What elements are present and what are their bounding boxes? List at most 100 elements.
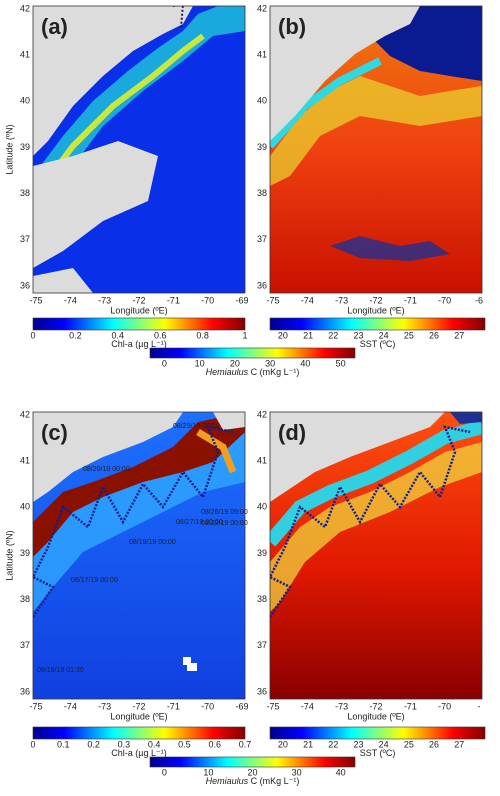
- colorbar-tick-label: 26: [429, 739, 439, 749]
- colorbar-tick-label: 22: [328, 330, 338, 340]
- x-tick-label: -70: [201, 295, 214, 305]
- colorbar-label-text: SST (ºC): [360, 339, 396, 349]
- x-tick-label: -74: [301, 701, 314, 711]
- y-tick-label: 42: [20, 3, 30, 13]
- x-tick-label: -73: [98, 295, 111, 305]
- x-axis-label: Longitude (ºE): [110, 711, 167, 721]
- colorbar-tick-label: 0.8: [196, 330, 209, 340]
- x-axis-label: Longitude (ºE): [347, 711, 404, 721]
- y-axis-label: Latitude (ºN): [4, 530, 14, 580]
- colorbar-tick-label: 0: [162, 767, 167, 777]
- colorbar-label-text: C (mKg L⁻¹): [251, 776, 300, 786]
- colorbar-tick-label: 40: [300, 358, 310, 368]
- y-tick-label: 41: [20, 456, 30, 466]
- x-axis-label: Longitude (ºE): [347, 305, 404, 315]
- colorbar-label: Hemiaulus C (mKg L⁻¹): [206, 776, 300, 786]
- x-tick-label: -72: [132, 701, 145, 711]
- panel-frame: [269, 5, 483, 294]
- x-tick-label: -70: [438, 701, 451, 711]
- colorbar-label-italic: Hemiaulus: [206, 367, 249, 377]
- colorbar-label-text: Chl-a (µg L⁻¹): [111, 339, 166, 349]
- track-annotation: 08/27/19 00:00: [176, 519, 223, 526]
- y-tick-label: 38: [257, 188, 267, 198]
- x-tick-label: -75: [29, 701, 42, 711]
- colorbar-tick-label: 0.4: [148, 739, 161, 749]
- colorbar-tick-label: 24: [379, 330, 389, 340]
- map-d: [270, 412, 482, 699]
- colorbar-label-italic: Hemiaulus: [206, 776, 249, 786]
- x-tick-label: -71: [404, 295, 417, 305]
- track-annotation: 08/22/19 00:00: [201, 520, 248, 527]
- x-tick-label: -71: [167, 295, 180, 305]
- panel-label: (b): [278, 14, 306, 39]
- colorbar-tick-label: 21: [303, 330, 313, 340]
- y-tick-label: 37: [257, 640, 267, 650]
- colorbar-tick-label: 0.1: [57, 739, 70, 749]
- colorbar-tick-label: 1: [242, 330, 247, 340]
- y-tick-label: 40: [20, 96, 30, 106]
- colorbar-tick-label: 22: [328, 739, 338, 749]
- colorbar-tick-label: 0: [30, 330, 35, 340]
- y-tick-label: 37: [257, 234, 267, 244]
- x-tick-label: -74: [301, 295, 314, 305]
- colorbar-tick-label: 0: [30, 739, 35, 749]
- colorbar-label-text: Chl-a (µg L⁻¹): [111, 748, 166, 758]
- panel-label: (c): [41, 420, 68, 445]
- y-tick-label: 38: [20, 594, 30, 604]
- y-tick-label: 41: [20, 50, 30, 60]
- y-tick-label: 42: [257, 409, 267, 419]
- x-tick-label: -73: [98, 701, 111, 711]
- colorbar-tick-label: 23: [353, 739, 363, 749]
- x-tick-label: -: [478, 701, 481, 711]
- panel-frame: [32, 5, 246, 294]
- x-tick-label: -75: [266, 295, 279, 305]
- x-tick-label: -73: [335, 701, 348, 711]
- panel-label: (a): [41, 14, 68, 39]
- map-a: [33, 6, 245, 293]
- colorbar-tick-label: 10: [195, 358, 205, 368]
- colorbar: [149, 756, 356, 768]
- colorbar-tick-label: 21: [303, 739, 313, 749]
- colorbar: [32, 317, 246, 331]
- colorbar-tick-label: 30: [292, 767, 302, 777]
- y-tick-label: 39: [257, 142, 267, 152]
- colorbar-label-text: SST (ºC): [360, 748, 396, 758]
- x-tick-label: -69: [235, 701, 248, 711]
- colorbar: [269, 317, 486, 331]
- y-tick-label: 36: [20, 686, 30, 696]
- y-tick-label: 42: [257, 3, 267, 13]
- colorbar: [269, 726, 486, 740]
- track-annotation: 08/17/19 00:00: [71, 577, 118, 584]
- colorbar-tick-label: 0.6: [208, 739, 221, 749]
- colorbar-tick-label: 20: [247, 767, 257, 777]
- colorbar-tick-label: 0.4: [112, 330, 125, 340]
- colorbar-tick-label: 50: [336, 358, 346, 368]
- y-tick-label: 37: [20, 234, 30, 244]
- colorbar-label: Hemiaulus C (mKg L⁻¹): [206, 367, 300, 377]
- colorbar-tick-label: 24: [379, 739, 389, 749]
- colorbar-tick-label: 23: [353, 330, 363, 340]
- x-tick-label: -75: [29, 295, 42, 305]
- colorbar-tick-label: 0: [162, 358, 167, 368]
- track-annotation: 08/29/19 00:00: [173, 423, 220, 430]
- colorbar-tick-label: 27: [454, 330, 464, 340]
- colorbar-tick-label: 25: [404, 330, 414, 340]
- y-tick-label: 40: [257, 96, 267, 106]
- colorbar-tick-label: 20: [230, 358, 240, 368]
- colorbar-tick-label: 0.7: [239, 739, 252, 749]
- y-tick-label: 39: [20, 142, 30, 152]
- x-tick-label: -70: [201, 701, 214, 711]
- x-tick-label: -6: [475, 295, 483, 305]
- colorbar: [32, 726, 246, 740]
- x-tick-label: -74: [64, 701, 77, 711]
- colorbar-tick-label: 20: [278, 739, 288, 749]
- y-tick-label: 42: [20, 409, 30, 419]
- colorbar-tick-label: 26: [429, 330, 439, 340]
- x-tick-label: -71: [167, 701, 180, 711]
- track-annotation: 08/20/19 00:00: [83, 466, 130, 473]
- y-tick-label: 39: [257, 548, 267, 558]
- y-axis-label: Latitude (ºN): [4, 124, 14, 174]
- y-tick-label: 39: [20, 548, 30, 558]
- x-tick-label: -72: [369, 701, 382, 711]
